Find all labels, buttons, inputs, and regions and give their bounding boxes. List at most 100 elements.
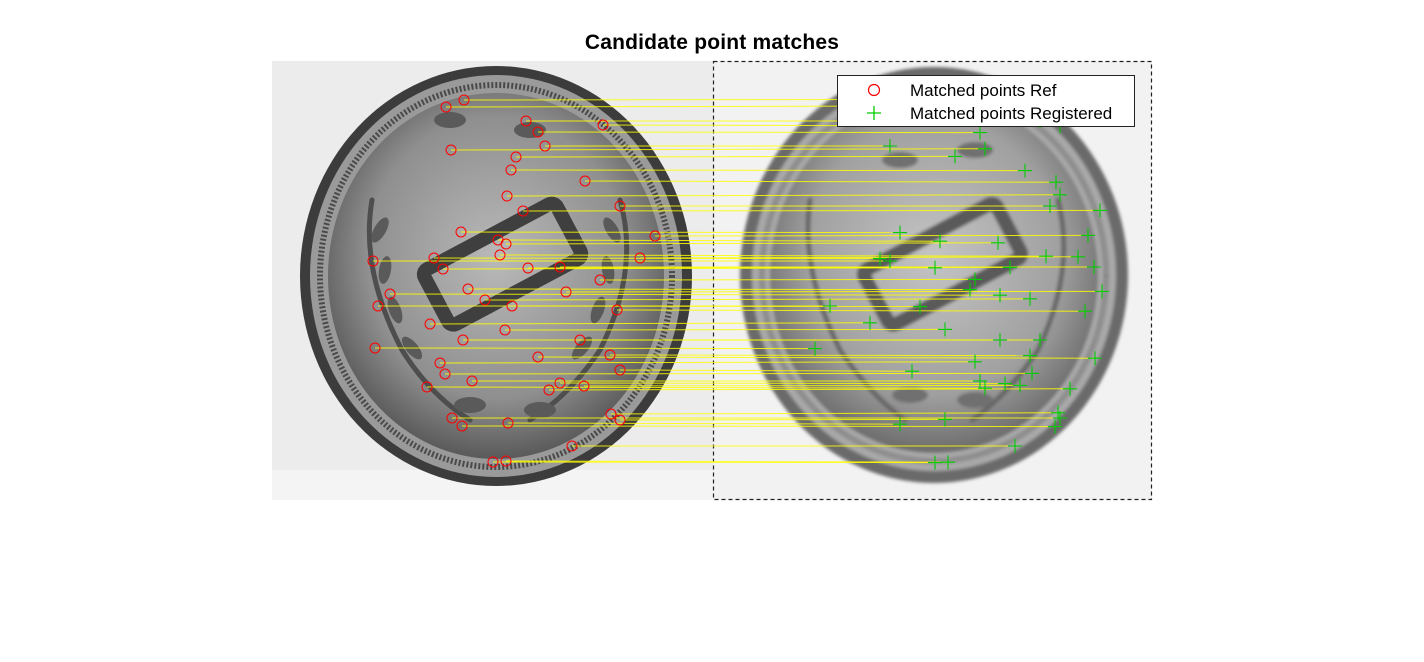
match-line (467, 288, 971, 291)
ref-point-marker (597, 119, 609, 131)
ref-point-marker (605, 408, 617, 420)
match-line (583, 384, 1021, 387)
ref-point-marker (439, 368, 451, 380)
match-line (450, 148, 986, 151)
registered-point-marker (808, 341, 822, 356)
ref-point-marker (424, 318, 436, 330)
registered-point-marker (993, 288, 1007, 303)
ref-point-marker (505, 164, 517, 176)
ref-point-marker (522, 262, 534, 274)
ref-point-marker (517, 205, 529, 217)
registered-point-marker (1033, 333, 1047, 347)
match-line (609, 354, 1031, 357)
registered-point-marker (963, 282, 977, 297)
ref-point-marker (487, 456, 499, 468)
registered-point-marker (883, 139, 897, 153)
registered-image-frame (712, 60, 1153, 501)
ref-point-marker (520, 115, 532, 127)
registered-point-marker (973, 125, 987, 140)
registered-point-marker (1078, 304, 1092, 319)
ref-point-marker (566, 440, 578, 452)
ref-point-marker (634, 252, 646, 264)
legend-item-ref: Matched points Ref (838, 79, 1134, 101)
match-line (374, 347, 816, 350)
ref-point-marker (574, 334, 586, 346)
match-line (537, 131, 981, 134)
ref-point-marker (462, 283, 474, 295)
registered-point-marker (1049, 175, 1063, 190)
ref-point-marker (421, 381, 433, 393)
ref-point-marker (458, 94, 470, 106)
ref-point-marker (594, 274, 606, 286)
registered-point-marker (1063, 381, 1077, 396)
registered-point-marker (1003, 260, 1017, 275)
match-line (426, 386, 986, 389)
registered-point-marker (978, 381, 992, 396)
ref-point-marker (457, 334, 469, 346)
ref-point-marker (367, 255, 379, 267)
registered-point-marker (1023, 348, 1037, 363)
ref-point-marker (446, 412, 458, 424)
ref-markers (367, 94, 661, 468)
ref-point-marker (554, 377, 566, 389)
registered-point-marker (973, 374, 987, 388)
registered-point-marker (1039, 249, 1053, 264)
match-line (497, 239, 941, 242)
ref-point-marker (434, 357, 446, 369)
ref-point-marker (532, 126, 544, 138)
registered-point-marker (978, 141, 992, 156)
registered-point-marker (1087, 260, 1101, 274)
registered-point-marker (873, 251, 887, 266)
match-line (619, 369, 913, 372)
ref-point-marker (369, 342, 381, 354)
legend-label-registered: Matched points Registered (910, 104, 1113, 123)
circle-marker-icon (867, 83, 881, 97)
registered-point-marker (823, 299, 837, 313)
plus-marker-icon (867, 106, 881, 120)
registered-point-marker (893, 225, 907, 240)
match-line (444, 372, 1033, 375)
ref-point-marker (500, 238, 512, 250)
registered-point-marker (928, 260, 942, 275)
registered-point-marker (863, 315, 877, 330)
match-line (507, 422, 901, 425)
match-line (610, 412, 1059, 415)
ref-point-marker (578, 380, 590, 392)
ref-point-marker (372, 300, 384, 312)
match-line (639, 256, 1079, 259)
match-line (439, 361, 976, 364)
registered-point-marker (968, 354, 982, 369)
registered-point-marker (968, 272, 982, 287)
match-line (505, 460, 949, 463)
registered-point-marker (991, 235, 1005, 250)
ref-point-marker (560, 286, 572, 298)
registered-point-marker (1018, 163, 1032, 178)
match-line (584, 180, 1057, 183)
match-line (537, 356, 1096, 359)
registered-point-marker (1025, 366, 1039, 381)
match-line (511, 305, 921, 308)
registered-point-marker (1023, 291, 1037, 306)
ref-point-marker (440, 101, 452, 113)
ref-point-marker (502, 417, 514, 429)
registered-point-marker (1088, 351, 1102, 366)
ref-point-marker (501, 190, 513, 202)
match-line (515, 155, 956, 158)
match-line (599, 278, 976, 281)
ref-point-marker (384, 288, 396, 300)
registered-point-marker (1053, 187, 1067, 202)
match-line (559, 382, 1006, 385)
match-line (504, 328, 946, 331)
legend: Matched points Ref Matched points Regist… (837, 75, 1135, 127)
registered-point-marker (913, 299, 927, 314)
legend-label-ref: Matched points Ref (910, 81, 1057, 100)
registered-point-marker (905, 364, 919, 379)
ref-point-marker (437, 263, 449, 275)
registered-point-marker (1008, 439, 1022, 453)
reference-image (272, 61, 713, 500)
registered-point-marker (938, 412, 952, 427)
match-line (522, 209, 1101, 212)
ref-point-marker (479, 294, 491, 306)
match-line (510, 169, 1026, 172)
registered-point-marker (1093, 203, 1107, 218)
